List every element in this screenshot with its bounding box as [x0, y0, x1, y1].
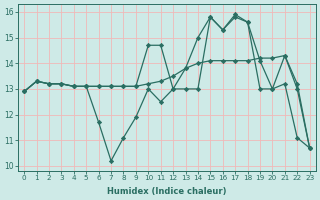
X-axis label: Humidex (Indice chaleur): Humidex (Indice chaleur) [107, 187, 227, 196]
